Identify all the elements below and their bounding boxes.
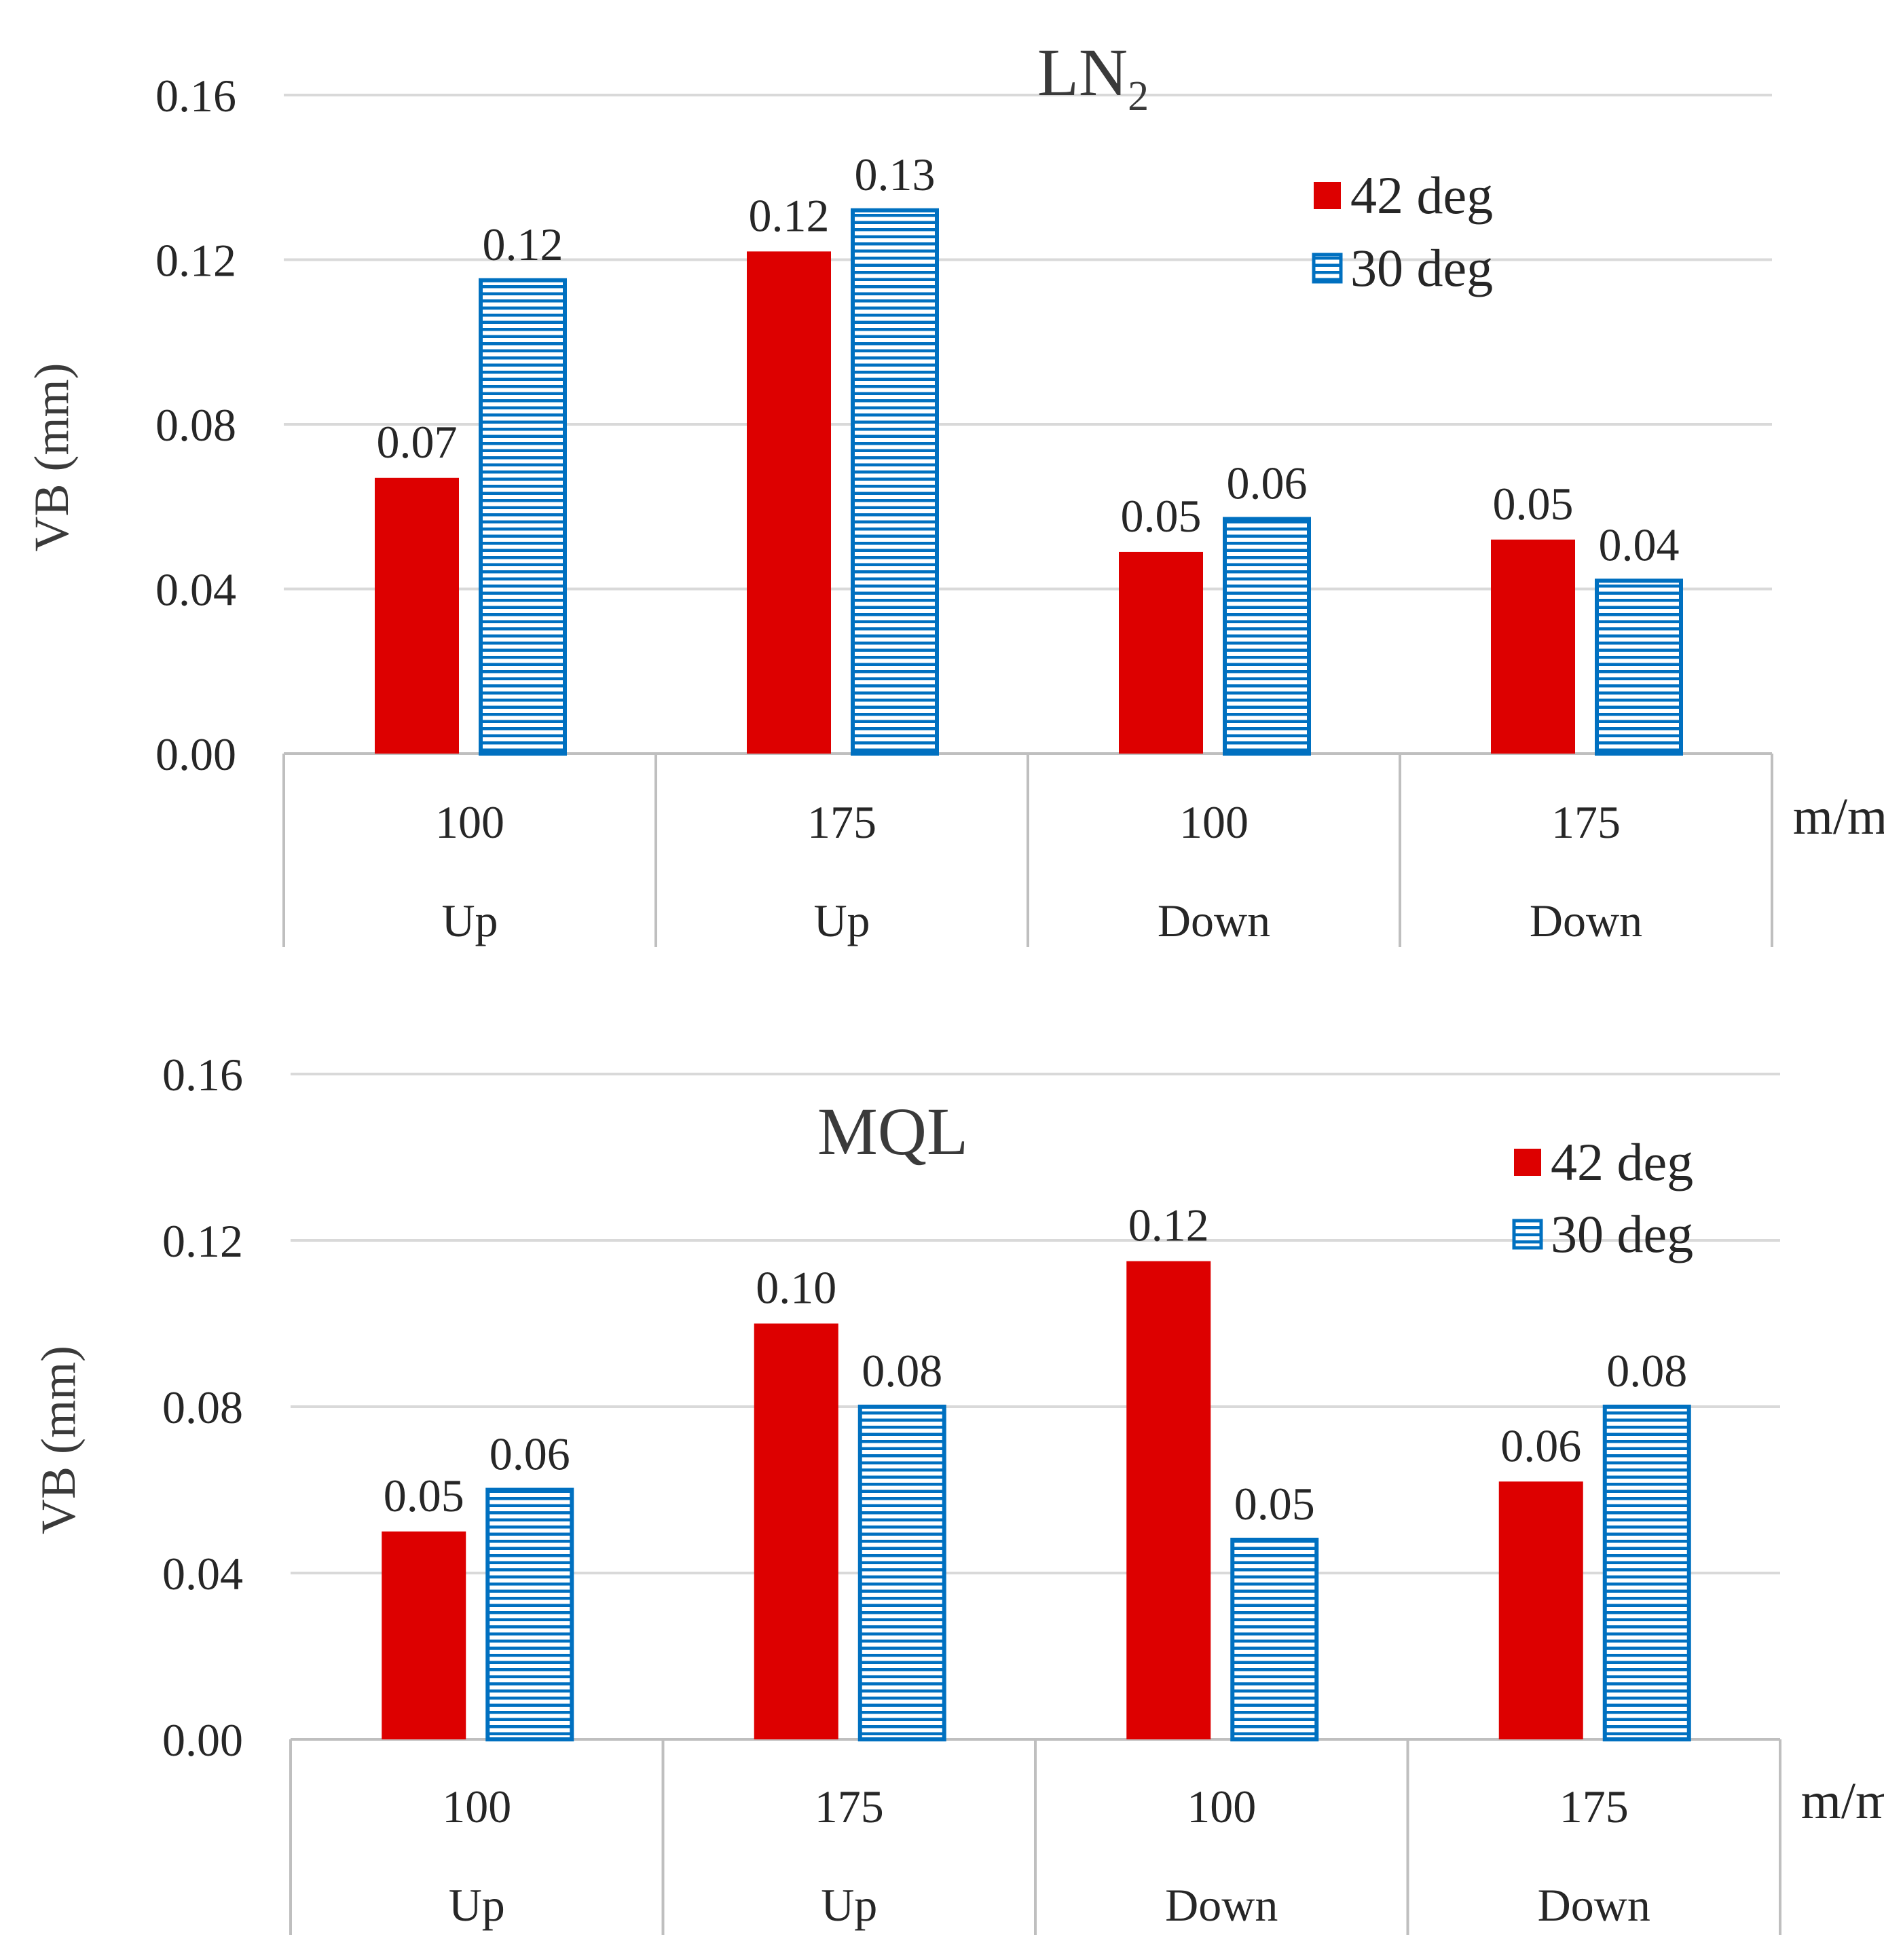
category-direction-label: Up bbox=[441, 895, 498, 946]
bar-42-deg bbox=[754, 1323, 838, 1739]
y-tick-label: 0.08 bbox=[155, 399, 236, 451]
data-label: 0.05 bbox=[1493, 478, 1574, 530]
chart-title-text: LN bbox=[1037, 35, 1128, 110]
bar-42-deg bbox=[1491, 539, 1575, 754]
category-direction-label: Down bbox=[1165, 1879, 1278, 1931]
data-label: 0.06 bbox=[1227, 457, 1308, 509]
data-label: 0.12 bbox=[483, 219, 564, 270]
chart-title: LN2 bbox=[1037, 35, 1149, 119]
y-tick-label: 0.16 bbox=[162, 1049, 243, 1101]
category-speed-label: 175 bbox=[807, 796, 876, 848]
bar-30-deg bbox=[1602, 1405, 1691, 1741]
y-tick-label: 0.00 bbox=[162, 1714, 243, 1766]
y-tick-label: 0.16 bbox=[155, 70, 236, 122]
legend-label: 30 deg bbox=[1551, 1204, 1693, 1263]
category-speed-label: 175 bbox=[1559, 1781, 1629, 1832]
chart-title-subscript: 2 bbox=[1128, 73, 1149, 119]
legend-swatch-42-deg bbox=[1514, 1149, 1541, 1176]
data-label: 0.06 bbox=[1500, 1420, 1581, 1471]
bar-42-deg bbox=[1498, 1481, 1583, 1739]
chart-title: MQL bbox=[817, 1094, 968, 1169]
y-axis-label: VB (mm) bbox=[31, 1346, 86, 1534]
bar-42-deg bbox=[375, 477, 459, 754]
bar-30-deg bbox=[1595, 578, 1683, 756]
data-label: 0.12 bbox=[749, 189, 830, 241]
data-label: 0.08 bbox=[862, 1345, 942, 1397]
chart-title-text: MQL bbox=[817, 1094, 968, 1169]
category-speed-label: 175 bbox=[1551, 796, 1621, 848]
bar-30-deg bbox=[485, 1487, 574, 1741]
legend-swatch-30-deg bbox=[1312, 253, 1343, 284]
category-speed-label: 175 bbox=[815, 1781, 884, 1832]
legend-swatch-30-deg bbox=[1512, 1219, 1543, 1250]
x-unit-label: m/min bbox=[1801, 1773, 1884, 1830]
bar-30-deg bbox=[479, 278, 567, 756]
category-direction-label: Up bbox=[449, 1879, 505, 1931]
category-direction-label: Down bbox=[1158, 895, 1270, 946]
data-label: 0.10 bbox=[756, 1262, 836, 1314]
category-speed-label: 100 bbox=[435, 796, 504, 848]
y-tick-label: 0.12 bbox=[162, 1215, 243, 1267]
category-direction-label: Down bbox=[1538, 1879, 1650, 1931]
data-label: 0.08 bbox=[1606, 1345, 1687, 1397]
bar-42-deg bbox=[1119, 551, 1203, 754]
data-label: 0.12 bbox=[1128, 1200, 1209, 1251]
data-label: 0.05 bbox=[1234, 1478, 1315, 1530]
category-speed-label: 100 bbox=[1179, 796, 1249, 848]
bar-42-deg bbox=[382, 1531, 466, 1739]
data-label: 0.04 bbox=[1599, 519, 1680, 570]
data-label: 0.06 bbox=[490, 1428, 570, 1480]
bar-42-deg bbox=[747, 251, 831, 754]
legend-label: 30 deg bbox=[1350, 238, 1493, 297]
category-direction-label: Down bbox=[1530, 895, 1642, 946]
bar-30-deg bbox=[1223, 517, 1311, 756]
data-label: 0.07 bbox=[377, 416, 458, 468]
y-axis-label: VB (mm) bbox=[24, 363, 79, 552]
bar-30-deg bbox=[851, 208, 939, 756]
bar-42-deg bbox=[1126, 1261, 1211, 1739]
y-tick-label: 0.04 bbox=[155, 564, 236, 616]
data-label: 0.05 bbox=[1121, 490, 1202, 542]
x-unit-label: m/min bbox=[1793, 788, 1884, 845]
legend-swatch-42-deg bbox=[1314, 182, 1341, 209]
legend-label: 42 deg bbox=[1350, 166, 1493, 225]
y-tick-label: 0.12 bbox=[155, 235, 236, 286]
category-direction-label: Up bbox=[813, 895, 870, 946]
category-speed-label: 100 bbox=[442, 1781, 511, 1832]
y-tick-label: 0.08 bbox=[162, 1382, 243, 1433]
category-direction-label: Up bbox=[821, 1879, 877, 1931]
legend-label: 42 deg bbox=[1551, 1132, 1693, 1191]
bar-30-deg bbox=[857, 1405, 946, 1741]
data-label: 0.05 bbox=[384, 1470, 464, 1521]
y-tick-label: 0.00 bbox=[155, 728, 236, 780]
bar-30-deg bbox=[1230, 1538, 1319, 1741]
category-speed-label: 100 bbox=[1187, 1781, 1256, 1832]
data-label: 0.13 bbox=[855, 149, 936, 200]
y-tick-label: 0.04 bbox=[162, 1548, 243, 1600]
